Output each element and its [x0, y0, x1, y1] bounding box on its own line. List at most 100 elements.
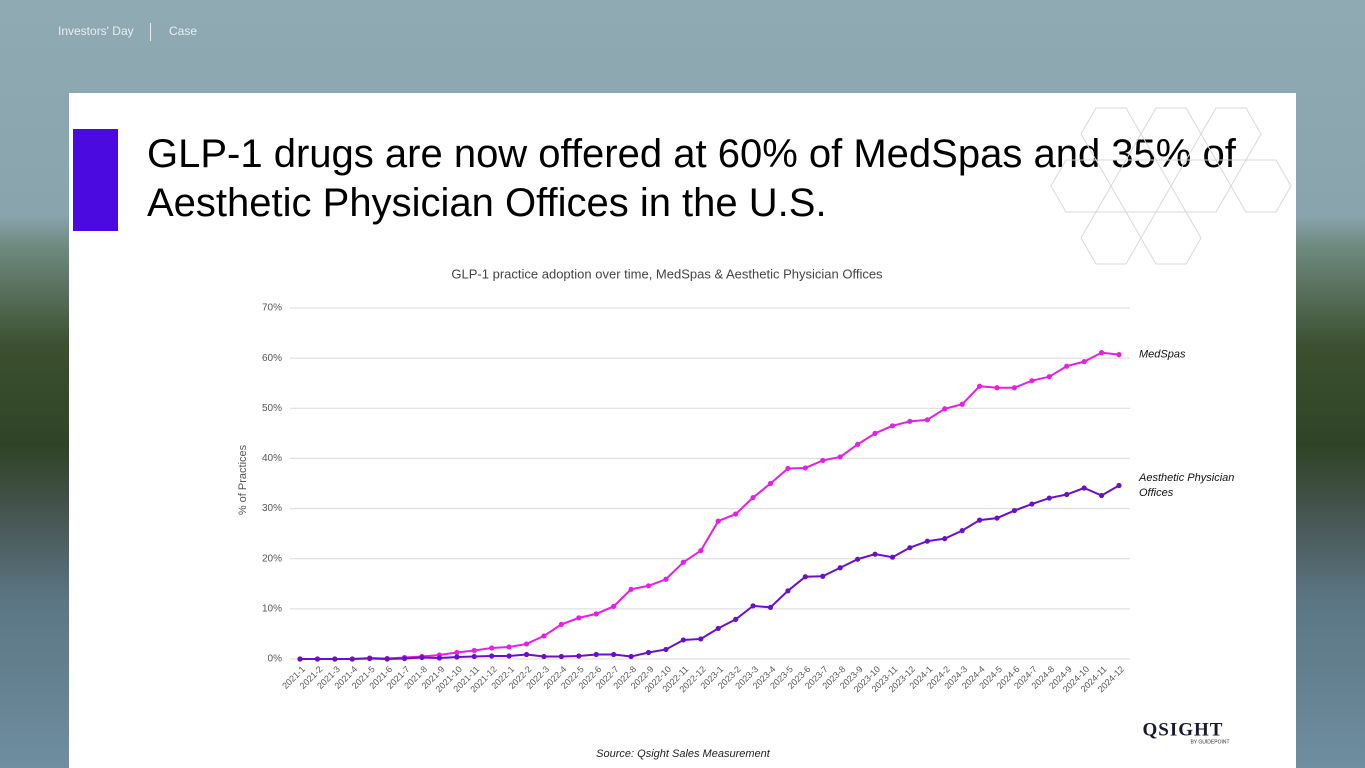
data-point — [611, 651, 617, 658]
data-point — [1064, 491, 1070, 498]
data-point — [1029, 501, 1035, 507]
data-point — [558, 621, 564, 628]
data-point — [645, 649, 652, 656]
data-point — [837, 454, 843, 460]
data-point — [942, 406, 948, 412]
data-point — [576, 615, 582, 621]
content-panel — [69, 93, 1296, 768]
data-point — [802, 465, 808, 471]
data-point — [1011, 507, 1018, 514]
data-point — [942, 536, 948, 542]
data-point — [384, 656, 390, 662]
data-point — [907, 418, 913, 424]
data-point — [297, 656, 303, 662]
data-point — [959, 528, 965, 534]
data-point — [593, 651, 599, 658]
y-tick-label: 10% — [262, 603, 282, 614]
y-axis-label: % of Practices — [237, 444, 249, 515]
data-point — [1081, 359, 1087, 365]
data-point — [523, 641, 530, 647]
series-label: MedSpas — [1139, 348, 1186, 361]
data-point — [1029, 378, 1035, 384]
source-note: Source: Qsight Sales Measurement — [596, 748, 771, 760]
data-point — [924, 538, 930, 544]
data-point — [558, 653, 564, 660]
data-point — [750, 494, 756, 501]
data-point — [663, 576, 669, 582]
data-point — [1011, 385, 1018, 391]
data-point — [1064, 363, 1070, 369]
data-point — [314, 656, 321, 662]
data-point — [767, 480, 774, 487]
data-point — [454, 654, 460, 660]
data-point — [489, 653, 495, 659]
data-point — [994, 385, 1000, 391]
data-point — [837, 565, 843, 571]
data-point — [506, 653, 512, 659]
data-point — [628, 653, 634, 660]
data-point — [523, 651, 530, 658]
data-point — [907, 545, 913, 551]
data-point — [976, 383, 983, 389]
y-tick-label: 60% — [262, 353, 282, 364]
data-point — [715, 518, 721, 524]
data-point — [1098, 350, 1105, 356]
y-tick-label: 50% — [262, 403, 282, 414]
data-point — [628, 586, 634, 592]
data-point — [489, 645, 495, 651]
data-point — [332, 656, 338, 662]
data-point — [698, 636, 704, 642]
data-point — [1116, 352, 1122, 358]
data-point — [994, 515, 1000, 521]
logo: QSIGHT — [1143, 719, 1224, 740]
hex-decoration — [1050, 107, 1292, 265]
data-point — [889, 554, 896, 560]
data-point — [1098, 492, 1105, 499]
data-point — [680, 637, 686, 643]
y-tick-label: 40% — [262, 453, 282, 464]
data-point — [855, 441, 861, 447]
data-point — [767, 604, 774, 610]
data-point — [436, 655, 443, 661]
data-point — [698, 548, 704, 554]
section-label: Case — [169, 24, 198, 38]
data-point — [785, 465, 791, 472]
data-point — [506, 644, 512, 650]
data-point — [471, 653, 477, 660]
data-point — [976, 517, 983, 523]
data-point — [872, 430, 878, 436]
data-point — [1081, 485, 1087, 491]
data-point — [959, 401, 965, 407]
event-label: Investors' Day — [58, 24, 134, 38]
data-point — [541, 633, 547, 639]
data-point — [367, 655, 373, 662]
data-point — [820, 457, 826, 464]
data-point — [785, 588, 791, 594]
data-point — [733, 511, 739, 517]
data-point — [802, 574, 808, 580]
data-point — [855, 556, 861, 562]
data-point — [471, 647, 477, 654]
data-point — [715, 625, 721, 632]
data-point — [401, 655, 408, 662]
data-point — [611, 603, 617, 609]
data-point — [680, 559, 686, 565]
headline: GLP-1 drugs are now offered at 60% of Me… — [147, 132, 1236, 225]
data-point — [576, 653, 582, 659]
y-tick-label: 20% — [262, 553, 282, 564]
data-point — [593, 611, 599, 617]
y-tick-label: 0% — [268, 654, 283, 665]
data-point — [872, 551, 878, 557]
data-point — [820, 573, 826, 579]
data-point — [924, 417, 930, 423]
data-point — [1116, 482, 1122, 489]
data-point — [1046, 495, 1052, 501]
divider — [150, 23, 151, 41]
accent-bar — [73, 129, 118, 231]
y-tick-label: 70% — [262, 303, 282, 314]
data-point — [645, 583, 652, 589]
data-point — [663, 646, 669, 653]
data-point — [419, 654, 425, 661]
data-point — [541, 653, 547, 660]
